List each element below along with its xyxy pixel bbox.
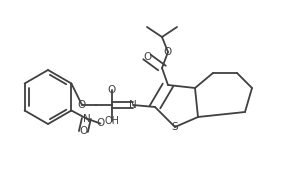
Text: O: O [78, 100, 86, 110]
Text: N: N [83, 114, 90, 123]
Text: O: O [96, 119, 105, 128]
Text: S: S [172, 122, 178, 132]
Text: O: O [108, 85, 116, 95]
Text: O: O [143, 52, 151, 62]
Text: O: O [79, 126, 87, 137]
Text: OH: OH [105, 116, 120, 126]
Text: N: N [129, 100, 137, 110]
Text: O: O [164, 47, 172, 57]
